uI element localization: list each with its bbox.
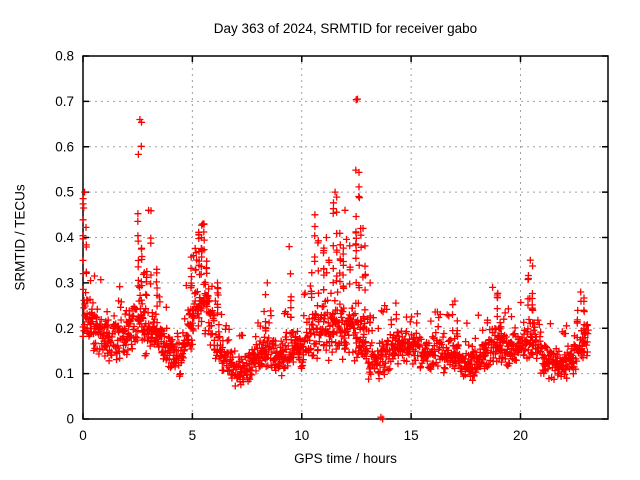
y-tick-label: 0.3 bbox=[55, 275, 74, 290]
x-axis-label: GPS time / hours bbox=[294, 451, 397, 466]
y-tick-label: 0.5 bbox=[55, 185, 74, 200]
y-tick-label: 0.7 bbox=[55, 94, 74, 109]
y-tick-label: 0.1 bbox=[55, 366, 74, 381]
x-tick-label: 0 bbox=[79, 428, 87, 443]
y-axis-label: SRMTID / TECUs bbox=[12, 184, 28, 291]
y-tick-label: 0.2 bbox=[55, 321, 74, 336]
y-tick-label: 0.6 bbox=[55, 139, 74, 154]
x-tick-label: 10 bbox=[294, 428, 309, 443]
x-tick-label: 5 bbox=[189, 428, 197, 443]
gridlines bbox=[83, 56, 608, 419]
y-tick-label: 0 bbox=[66, 412, 74, 427]
chart-title: Day 363 of 2024, SRMTID for receiver gab… bbox=[213, 21, 478, 36]
x-tick-label: 20 bbox=[513, 428, 528, 443]
y-tick-label: 0.4 bbox=[55, 230, 74, 245]
data-points bbox=[79, 95, 592, 423]
axis-ticks bbox=[82, 55, 608, 420]
x-tick-label: 15 bbox=[404, 428, 419, 443]
y-tick-label: 0.8 bbox=[55, 49, 74, 64]
